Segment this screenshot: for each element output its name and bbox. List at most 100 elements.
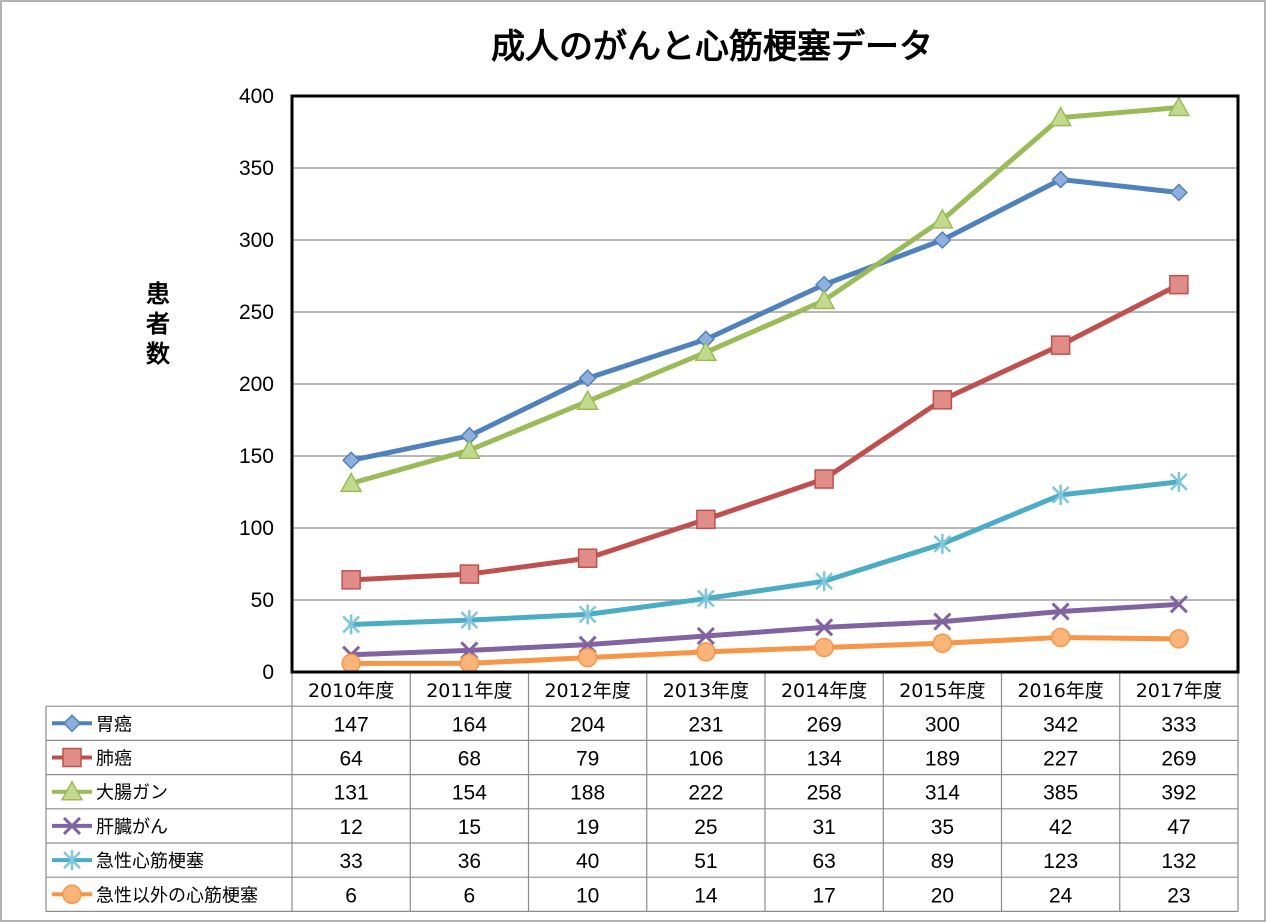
- table-cell: 188: [570, 782, 605, 805]
- x-category-label: 2010年度: [308, 680, 394, 702]
- y-tick-label: 50: [251, 589, 274, 612]
- data-point: [1051, 602, 1070, 621]
- data-point: [696, 626, 715, 646]
- x-category-label: 2012年度: [544, 680, 630, 702]
- table-cell: 147: [334, 713, 369, 736]
- table-cell: 24: [1049, 884, 1073, 907]
- series-lines: [339, 95, 1191, 674]
- data-point: [814, 637, 834, 658]
- table-cell: 23: [1167, 884, 1190, 907]
- data-point: [1169, 274, 1189, 295]
- data-point: [815, 618, 834, 637]
- x-category-label: 2017年度: [1136, 680, 1222, 702]
- table-cell: 392: [1161, 782, 1196, 805]
- table-cell: 12: [339, 816, 362, 839]
- data-point: [1169, 629, 1189, 649]
- data-point: [60, 780, 84, 801]
- data-point: [576, 389, 599, 411]
- x-category-label: 2014年度: [781, 680, 867, 702]
- data-point: [459, 564, 480, 584]
- table-cell: 258: [807, 782, 842, 805]
- table-cell: 106: [688, 748, 723, 771]
- table-cell: 40: [576, 850, 599, 873]
- series-line: [348, 479, 1182, 627]
- data-point: [62, 714, 82, 733]
- table-cell: 300: [925, 713, 960, 736]
- data-point: [814, 469, 834, 489]
- table-cell: 79: [576, 748, 599, 771]
- y-tick-label: 0: [262, 661, 274, 684]
- table-cell: 269: [807, 713, 842, 736]
- data-point: [1169, 595, 1188, 614]
- series-line: [348, 282, 1182, 583]
- table-cell: 10: [576, 884, 599, 907]
- data-point: [63, 850, 81, 871]
- data-point: [932, 633, 953, 653]
- data-point: [459, 653, 480, 674]
- table-cell: 154: [452, 782, 487, 805]
- legend-key: [52, 816, 92, 835]
- data-point: [460, 610, 479, 631]
- series-line: [348, 601, 1182, 658]
- data-point: [577, 647, 598, 668]
- series-name: 胃癌: [96, 714, 132, 735]
- data-point: [578, 604, 597, 625]
- y-axis-ticks: 0 50 100 150 200 250 300 350 400: [239, 85, 274, 684]
- series-line: [348, 177, 1182, 463]
- data-point: [815, 571, 834, 592]
- table-cell: 31: [812, 816, 835, 839]
- y-tick-label: 300: [239, 229, 274, 252]
- data-point: [1169, 471, 1188, 492]
- table-cell: 123: [1043, 850, 1078, 873]
- table-cell: 47: [1167, 816, 1190, 839]
- x-category-label: 2015年度: [899, 680, 985, 702]
- data-point: [1050, 627, 1071, 648]
- series-name: 肺癌: [96, 749, 132, 770]
- data-point: [1169, 183, 1188, 202]
- data-point: [696, 642, 716, 662]
- table-cell: 132: [1161, 850, 1196, 873]
- data-point: [933, 533, 952, 554]
- plot-area-border: [290, 94, 1240, 674]
- table-cell: 6: [345, 884, 357, 907]
- series-1: [341, 274, 1189, 590]
- data-point: [341, 570, 361, 590]
- series-0: [342, 170, 1188, 470]
- y-tick-label: 150: [239, 445, 274, 468]
- y-axis-label-char: 数: [146, 340, 171, 368]
- table-cell: 6: [464, 884, 476, 907]
- table-cell: 164: [452, 713, 487, 736]
- table-cell: 42: [1049, 816, 1072, 839]
- data-point: [812, 288, 836, 310]
- x-category-label: 2013年度: [663, 680, 749, 702]
- table-cell: 25: [694, 816, 717, 839]
- data-point: [62, 747, 82, 768]
- data-point: [62, 816, 82, 835]
- data-point: [341, 653, 361, 674]
- data-point: [62, 884, 82, 905]
- series-2: [339, 95, 1191, 493]
- y-axis-label-char: 患: [146, 280, 170, 308]
- y-tick-label: 200: [239, 373, 274, 396]
- series-4: [342, 471, 1188, 635]
- table-cell: 51: [694, 850, 717, 873]
- table-cell: 20: [931, 884, 954, 907]
- data-point: [931, 208, 954, 229]
- table-cell: 68: [458, 748, 481, 771]
- x-category-label: 2011年度: [426, 680, 512, 702]
- table-cell: 189: [925, 748, 960, 771]
- data-point: [1051, 170, 1070, 189]
- table-cell: 227: [1043, 748, 1078, 771]
- y-tick-label: 400: [239, 85, 274, 108]
- series-name: 肝臓がん: [96, 817, 168, 838]
- data-point: [1167, 95, 1191, 117]
- table-cell: 17: [812, 884, 835, 907]
- data-point: [696, 588, 715, 609]
- legend-key: [52, 747, 92, 768]
- table-cell: 269: [1161, 748, 1196, 771]
- table-cell: 231: [688, 713, 723, 736]
- table-cell: 63: [812, 850, 835, 873]
- table-cell: 64: [339, 748, 363, 771]
